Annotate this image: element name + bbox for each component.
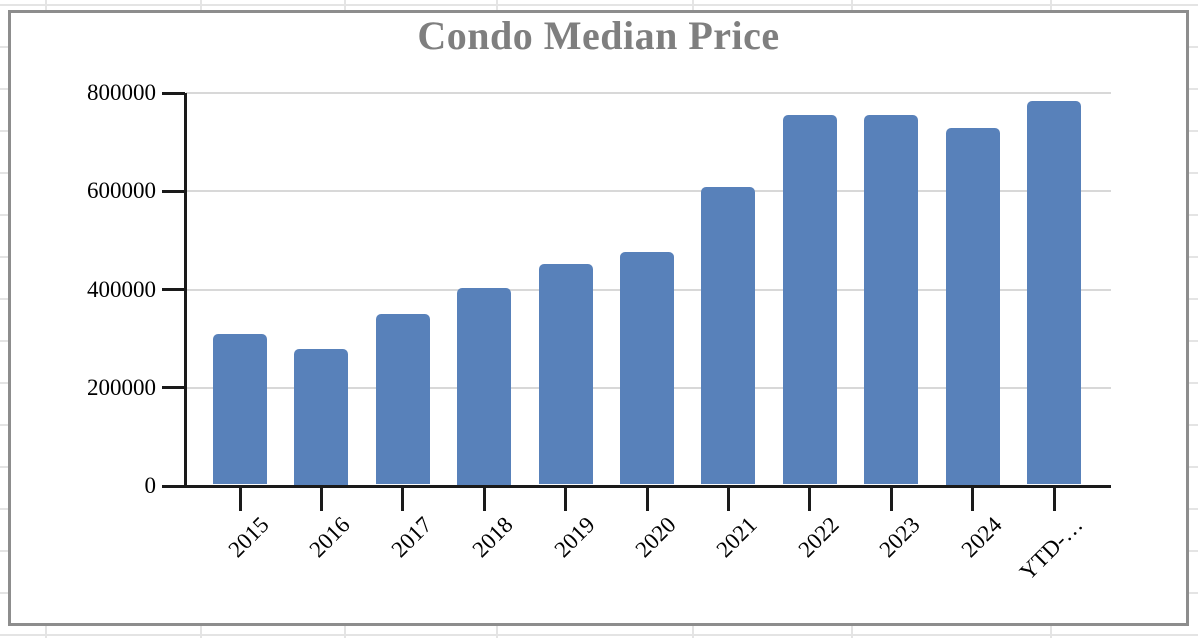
x-axis-tick (564, 487, 568, 511)
sheet-row-line (0, 634, 1198, 636)
y-axis-label: 600000 (87, 178, 156, 204)
x-axis-tick (726, 487, 730, 511)
y-axis-tick (162, 484, 185, 488)
y-gridline (186, 92, 1111, 94)
x-axis-tick (238, 487, 242, 511)
bar-2019[interactable] (538, 263, 593, 485)
y-axis-tick (162, 288, 185, 291)
y-axis-label: 400000 (87, 276, 156, 302)
x-axis-tick (482, 487, 486, 511)
y-gridline (186, 190, 1111, 193)
x-axis-tick (889, 487, 893, 511)
y-axis-label: 0 (144, 473, 157, 498)
y-axis-label: 200000 (87, 374, 156, 400)
y-axis-tick (162, 386, 185, 390)
x-axis-tick (971, 487, 975, 511)
bar-2021[interactable] (701, 187, 756, 485)
bar-2020[interactable] (620, 252, 674, 485)
x-axis-tick (1052, 487, 1056, 511)
x-axis-tick (645, 487, 649, 511)
bar-ytd[interactable] (1027, 100, 1081, 485)
sheet-row-line (0, 4, 1198, 6)
y-axis-tick (162, 91, 185, 95)
bar-2023[interactable] (864, 115, 919, 485)
y-axis-line (183, 93, 187, 488)
bar-2024[interactable] (945, 128, 1000, 485)
y-axis-label: 800000 (87, 80, 156, 105)
bar-2018[interactable] (457, 288, 512, 485)
bar-2017[interactable] (375, 313, 430, 485)
chart-title[interactable]: Condo Median Price (417, 13, 780, 58)
bar-2022[interactable] (782, 115, 837, 485)
bar-2016[interactable] (294, 349, 349, 485)
y-axis-tick (162, 189, 185, 193)
x-axis-line (183, 484, 1111, 488)
bar-2015[interactable] (213, 334, 267, 485)
x-axis-tick (808, 487, 812, 511)
x-axis-tick (319, 487, 323, 511)
x-axis-tick (401, 487, 405, 511)
